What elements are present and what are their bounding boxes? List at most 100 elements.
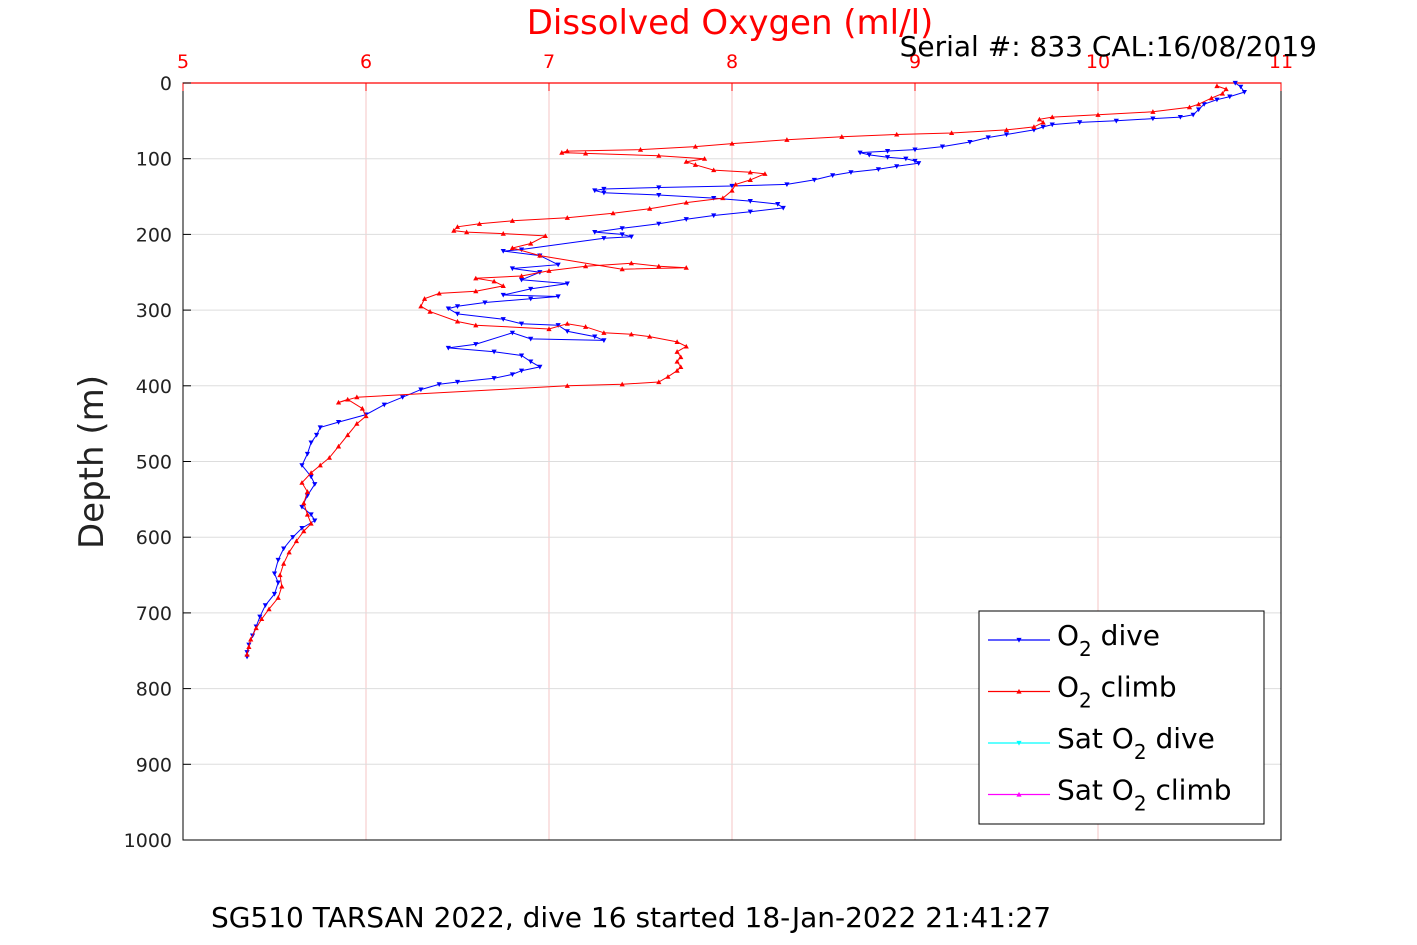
data-point bbox=[555, 294, 561, 300]
data-point bbox=[583, 150, 589, 156]
data-point bbox=[683, 343, 689, 349]
data-point bbox=[916, 161, 922, 166]
y-tick-label: 900 bbox=[136, 754, 172, 776]
y-axis-label: Depth (m) bbox=[72, 375, 112, 549]
data-point bbox=[628, 331, 634, 337]
data-point bbox=[427, 309, 433, 314]
data-point bbox=[1036, 116, 1043, 122]
data-point bbox=[491, 278, 497, 284]
legend-label-suffix: dive bbox=[1147, 722, 1215, 755]
data-point bbox=[762, 171, 768, 176]
data-point bbox=[912, 158, 918, 164]
data-point bbox=[656, 379, 662, 385]
data-point bbox=[555, 262, 561, 268]
data-point bbox=[674, 358, 680, 364]
data-point bbox=[884, 155, 891, 160]
data-point bbox=[537, 364, 543, 370]
data-point bbox=[542, 233, 548, 238]
data-point bbox=[518, 247, 525, 253]
data-point bbox=[509, 372, 515, 378]
data-point bbox=[656, 221, 662, 227]
data-point bbox=[674, 368, 680, 373]
data-point bbox=[592, 230, 598, 235]
data-point bbox=[528, 359, 534, 365]
data-point bbox=[518, 321, 525, 327]
data-point bbox=[775, 202, 781, 207]
data-point bbox=[546, 326, 552, 332]
data-point bbox=[711, 213, 717, 219]
data-point bbox=[678, 354, 684, 360]
data-point bbox=[610, 210, 616, 216]
data-point bbox=[683, 159, 689, 164]
data-point bbox=[985, 135, 991, 141]
data-point bbox=[312, 518, 318, 524]
data-point bbox=[1232, 80, 1238, 86]
data-point bbox=[299, 480, 305, 485]
data-point bbox=[326, 455, 332, 460]
data-point bbox=[528, 336, 534, 342]
data-point bbox=[903, 156, 909, 162]
x-tick-label: 11 bbox=[1269, 51, 1293, 73]
data-point bbox=[1214, 97, 1220, 103]
data-point bbox=[301, 500, 307, 506]
data-point bbox=[308, 440, 314, 446]
data-point bbox=[354, 394, 360, 400]
data-point bbox=[454, 318, 461, 324]
data-point bbox=[1238, 84, 1244, 90]
data-point bbox=[266, 606, 272, 612]
data-point bbox=[500, 292, 506, 298]
data-point bbox=[304, 451, 311, 457]
x-tick-label: 10 bbox=[1086, 51, 1110, 73]
data-point bbox=[304, 489, 311, 494]
data-point bbox=[747, 169, 753, 175]
y-tick-label: 200 bbox=[136, 224, 172, 246]
data-point bbox=[335, 420, 342, 425]
data-point bbox=[1003, 127, 1010, 133]
data-point bbox=[464, 229, 470, 235]
x-tick-label: 9 bbox=[909, 51, 921, 73]
data-point bbox=[262, 603, 268, 608]
data-point bbox=[299, 526, 305, 531]
data-point bbox=[500, 231, 506, 236]
data-point bbox=[729, 183, 735, 189]
data-point bbox=[628, 234, 634, 240]
data-point bbox=[454, 304, 461, 309]
data-point bbox=[1208, 95, 1215, 101]
data-point bbox=[583, 263, 589, 269]
data-point bbox=[1227, 94, 1233, 100]
data-point bbox=[1201, 102, 1207, 107]
data-point bbox=[473, 275, 479, 281]
data-point bbox=[559, 150, 565, 155]
data-point bbox=[601, 190, 607, 196]
data-point bbox=[299, 463, 305, 468]
legend-swatch-marker bbox=[1016, 688, 1022, 694]
data-point bbox=[647, 333, 653, 339]
data-point bbox=[518, 277, 525, 283]
data-point bbox=[509, 330, 515, 336]
data-point bbox=[866, 152, 872, 158]
data-point bbox=[335, 399, 342, 405]
data-point bbox=[500, 248, 506, 254]
data-point bbox=[637, 147, 644, 152]
data-point bbox=[244, 651, 250, 657]
legend-label-suffix: climb bbox=[1092, 671, 1177, 704]
data-point bbox=[601, 338, 607, 343]
data-point bbox=[1150, 116, 1156, 122]
data-point bbox=[418, 387, 424, 393]
data-point bbox=[1196, 101, 1202, 107]
data-point bbox=[293, 538, 300, 544]
data-point bbox=[275, 557, 281, 563]
legend-label: O2 climb bbox=[1057, 671, 1177, 713]
data-point bbox=[451, 228, 457, 233]
dive-caption: SG510 TARSAN 2022, dive 16 started 18-Ja… bbox=[211, 901, 1051, 934]
data-point bbox=[564, 383, 570, 388]
data-point bbox=[692, 143, 698, 149]
y-tick-label: 0 bbox=[160, 73, 172, 95]
data-point bbox=[601, 330, 607, 335]
data-point bbox=[894, 164, 900, 169]
data-point bbox=[454, 311, 461, 317]
data-point bbox=[711, 167, 717, 173]
data-point bbox=[257, 614, 263, 620]
y-tick-label: 400 bbox=[136, 376, 172, 398]
